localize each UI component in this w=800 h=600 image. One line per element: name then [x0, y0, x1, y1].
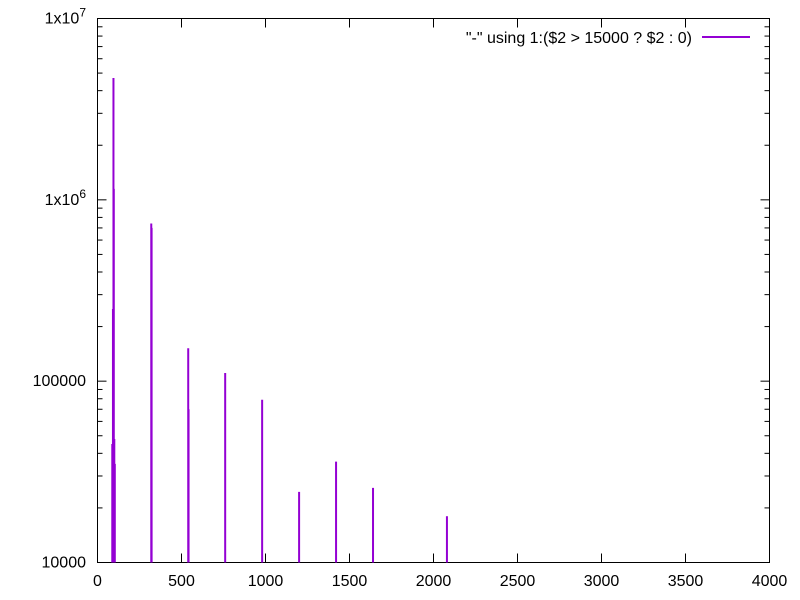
- x-tick-label: 500: [168, 573, 195, 590]
- x-tick-label: 3500: [668, 573, 704, 590]
- y-tick-label: 100000: [33, 373, 86, 390]
- x-tick-label: 1000: [248, 573, 284, 590]
- x-tick-label: 3000: [584, 573, 620, 590]
- legend: "-" using 1:($2 > 15000 ? $2 : 0): [466, 30, 750, 47]
- x-tick-label: 2500: [500, 573, 536, 590]
- series-group: [111, 77, 448, 563]
- y-tick-label: 10000: [42, 555, 87, 572]
- y-tick-label: 1x107: [45, 6, 87, 28]
- y-tick-label: 1x106: [45, 187, 87, 209]
- axis-ticks: 0 500 1000 1500 2000 2500 3000 3500 4000 10000 100…: [33, 6, 788, 591]
- x-tick-label: 4000: [752, 573, 788, 590]
- x-tick-label: 1500: [332, 573, 368, 590]
- plot-border: [97, 18, 770, 563]
- x-tick-label: 0: [93, 573, 102, 590]
- legend-label: "-" using 1:($2 > 15000 ? $2 : 0): [466, 30, 692, 47]
- x-tick-label: 2000: [416, 573, 452, 590]
